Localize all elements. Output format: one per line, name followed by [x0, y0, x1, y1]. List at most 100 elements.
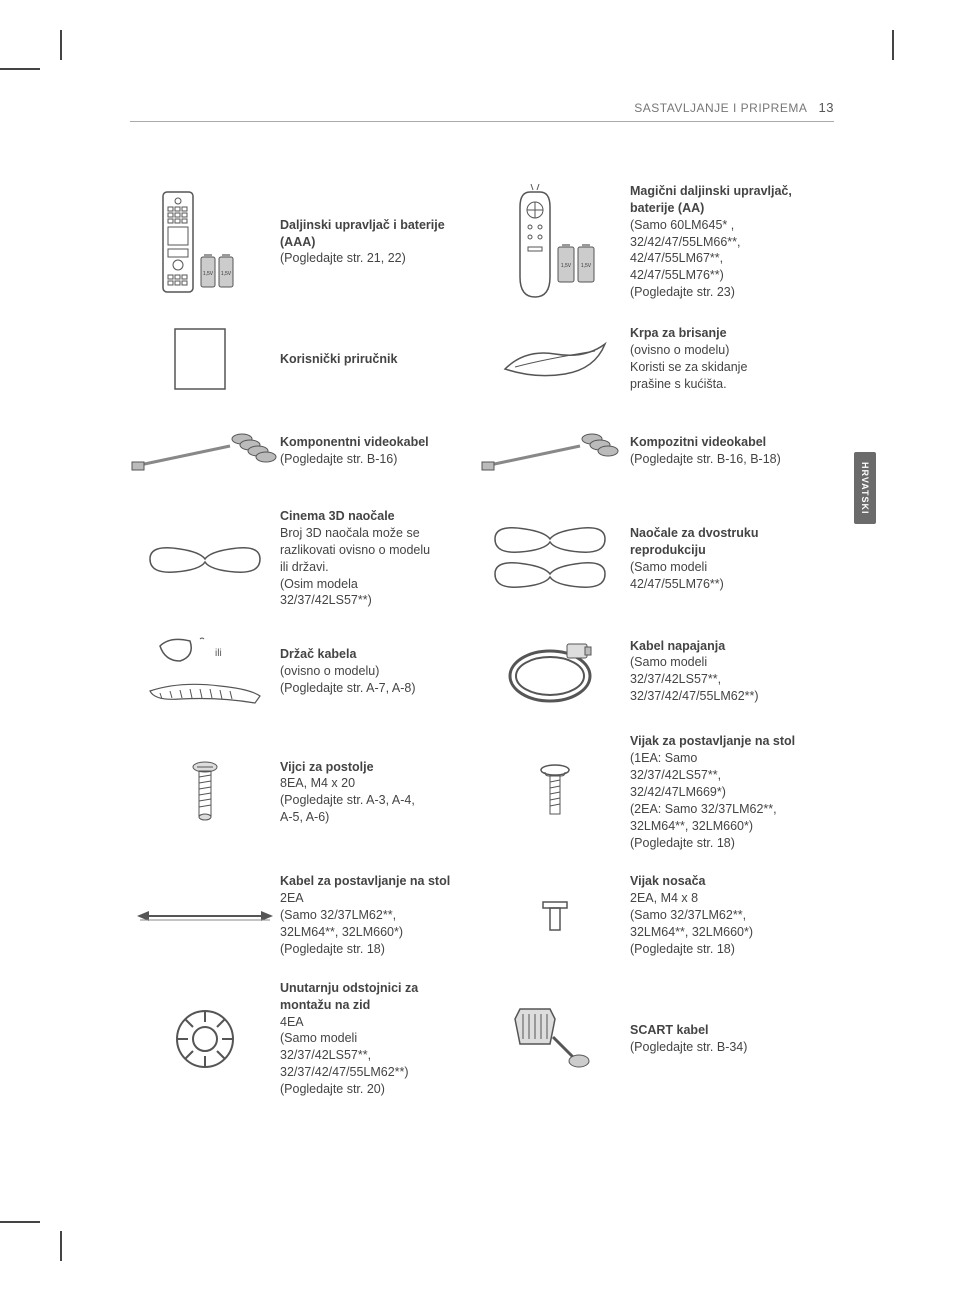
remote-aaa-desc: Daljinski upravljač i baterije (AAA) (Po…	[280, 217, 480, 268]
item-line: (Pogledajte str. B-16)	[280, 452, 397, 466]
accessories-grid: 1,5V 1,5V Daljinski upravljač i baterije…	[130, 182, 834, 1098]
item-line: (Samo 32/37LM62**,	[630, 908, 746, 922]
item-line: (Pogledajte str. B-34)	[630, 1040, 747, 1054]
item-title: Korisnički priručnik	[280, 351, 472, 368]
bracket-screw-icon	[480, 873, 630, 957]
crop-mark	[0, 1221, 40, 1223]
item-title: Naočale za dvostruku reprodukciju	[630, 525, 822, 559]
svg-text:1,5V: 1,5V	[581, 263, 592, 269]
item-line: 32/37/42LS57**,	[630, 672, 721, 686]
page-header: SASTAVLJANJE I PRIPREMA 13	[130, 100, 834, 122]
page-number: 13	[819, 100, 834, 115]
item-line: (Pogledajte str. 23)	[630, 285, 735, 299]
cable-holder-desc: Držač kabela (ovisno o modelu) (Pogledaj…	[280, 646, 480, 697]
power-cord-icon	[480, 631, 630, 711]
item-title: Vijci za postolje	[280, 759, 472, 776]
item-line: Broj 3D naočala može se	[280, 526, 420, 540]
item-line: (2EA: Samo 32/37LM62**,	[630, 802, 777, 816]
item-line: 32/42/47LM669*)	[630, 785, 726, 799]
desk-mount-cable-desc: Kabel za postavljanje na stol 2EA (Samo …	[280, 873, 480, 957]
item-line: (Samo modeli	[630, 655, 707, 669]
item-line: (Pogledajte str. 18)	[280, 942, 385, 956]
item-line: 32LM64**, 32LM660*)	[630, 819, 753, 833]
item-line: (Pogledajte str. 21, 22)	[280, 251, 406, 265]
cloth-desc: Krpa za brisanje (ovisno o modelu) Koris…	[630, 325, 830, 393]
dual-play-glasses-desc: Naočale za dvostruku reprodukciju (Samo …	[630, 525, 830, 593]
cinema-3d-glasses-icon	[130, 508, 280, 609]
crop-mark	[60, 1231, 62, 1261]
item-line: (ovisno o modelu)	[280, 664, 379, 678]
magic-remote-desc: Magični daljinski upravljač, baterije (A…	[630, 183, 830, 301]
composite-cable-desc: Kompozitni videokabel (Pogledajte str. B…	[630, 434, 830, 468]
desk-mount-screw-icon	[480, 733, 630, 851]
composite-cable-icon	[480, 416, 630, 486]
item-line: 32/37/42LS57**)	[280, 593, 372, 607]
item-line: 32/37/42/47/55LM62**)	[280, 1065, 409, 1079]
item-line: 4EA	[280, 1015, 304, 1029]
cinema-3d-glasses-desc: Cinema 3D naočale Broj 3D naočala može s…	[280, 508, 480, 609]
manual-icon	[130, 324, 280, 394]
wall-mount-spacer-desc: Unutarnju odstojnici za montažu na zid 4…	[280, 980, 480, 1098]
item-line: (Pogledajte str. A-3, A-4,	[280, 793, 415, 807]
component-cable-desc: Komponentni videokabel (Pogledajte str. …	[280, 434, 480, 468]
item-line: (Pogledajte str. 18)	[630, 836, 735, 850]
svg-text:1,5V: 1,5V	[221, 271, 232, 277]
item-title: Daljinski upravljač i baterije (AAA)	[280, 217, 472, 251]
item-line: 2EA	[280, 891, 304, 905]
item-title: Vijak za postavljanje na stol	[630, 733, 822, 750]
item-line: 32/42/47/55LM66**,	[630, 235, 741, 249]
item-line: 32LM64**, 32LM660*)	[630, 925, 753, 939]
item-line: (Samo modeli	[630, 560, 707, 574]
manual-desc: Korisnički priručnik	[280, 351, 480, 368]
item-line: prašine s kućišta.	[630, 377, 727, 391]
item-line: (Pogledajte str. 20)	[280, 1082, 385, 1096]
item-line: 32LM64**, 32LM660*)	[280, 925, 403, 939]
stand-screws-desc: Vijci za postolje 8EA, M4 x 20 (Pogledaj…	[280, 759, 480, 827]
item-title: Kompozitni videokabel	[630, 434, 822, 451]
dual-play-glasses-icon	[480, 508, 630, 609]
item-line: (1EA: Samo	[630, 751, 697, 765]
scart-cable-icon	[480, 980, 630, 1098]
desk-mount-cable-icon	[130, 873, 280, 957]
power-cord-desc: Kabel napajanja (Samo modeli 32/37/42LS5…	[630, 638, 830, 706]
item-title: Cinema 3D naočale	[280, 508, 472, 525]
scart-cable-desc: SCART kabel (Pogledajte str. B-34)	[630, 1022, 830, 1056]
item-line: Koristi se za skidanje	[630, 360, 747, 374]
remote-aaa-icon: 1,5V 1,5V	[130, 182, 280, 302]
item-title: Držač kabela	[280, 646, 472, 663]
item-line: 32/37/42LS57**,	[280, 1048, 371, 1062]
item-line: (Pogledajte str. A-7, A-8)	[280, 681, 416, 695]
item-line: 42/47/55LM76**)	[630, 577, 724, 591]
item-line: 2EA, M4 x 8	[630, 891, 698, 905]
item-line: (Pogledajte str. B-16, B-18)	[630, 452, 781, 466]
item-title: Magični daljinski upravljač, baterije (A…	[630, 183, 822, 217]
svg-text:1,5V: 1,5V	[561, 263, 572, 269]
item-line: ili državi.	[280, 560, 329, 574]
cable-holder-icon: ili	[130, 631, 280, 711]
item-line: (Samo 32/37LM62**,	[280, 908, 396, 922]
desk-mount-screw-desc: Vijak za postavljanje na stol (1EA: Samo…	[630, 733, 830, 851]
cloth-icon	[480, 324, 630, 394]
item-line: 42/47/55LM67**,	[630, 251, 723, 265]
item-title: Vijak nosača	[630, 873, 822, 890]
item-line: 8EA, M4 x 20	[280, 776, 355, 790]
component-cable-icon	[130, 416, 280, 486]
item-line: 32/37/42LS57**,	[630, 768, 721, 782]
svg-text:ili: ili	[215, 648, 222, 659]
item-line: razlikovati ovisno o modelu	[280, 543, 430, 557]
wall-mount-spacer-icon	[130, 980, 280, 1098]
item-title: Kabel napajanja	[630, 638, 822, 655]
item-line: 32/37/42/47/55LM62**)	[630, 689, 759, 703]
section-title: SASTAVLJANJE I PRIPREMA	[634, 101, 806, 115]
stand-screws-icon	[130, 733, 280, 851]
item-line: A-5, A-6)	[280, 810, 329, 824]
item-line: (ovisno o modelu)	[630, 343, 729, 357]
item-title: Kabel za postavljanje na stol	[280, 873, 472, 890]
svg-text:1,5V: 1,5V	[203, 271, 214, 277]
item-line: (Osim modela	[280, 577, 358, 591]
item-line: (Pogledajte str. 18)	[630, 942, 735, 956]
item-title: SCART kabel	[630, 1022, 822, 1039]
item-line: 42/47/55LM76**)	[630, 268, 724, 282]
item-line: (Samo 60LM645* ,	[630, 218, 734, 232]
item-line: (Samo modeli	[280, 1031, 357, 1045]
